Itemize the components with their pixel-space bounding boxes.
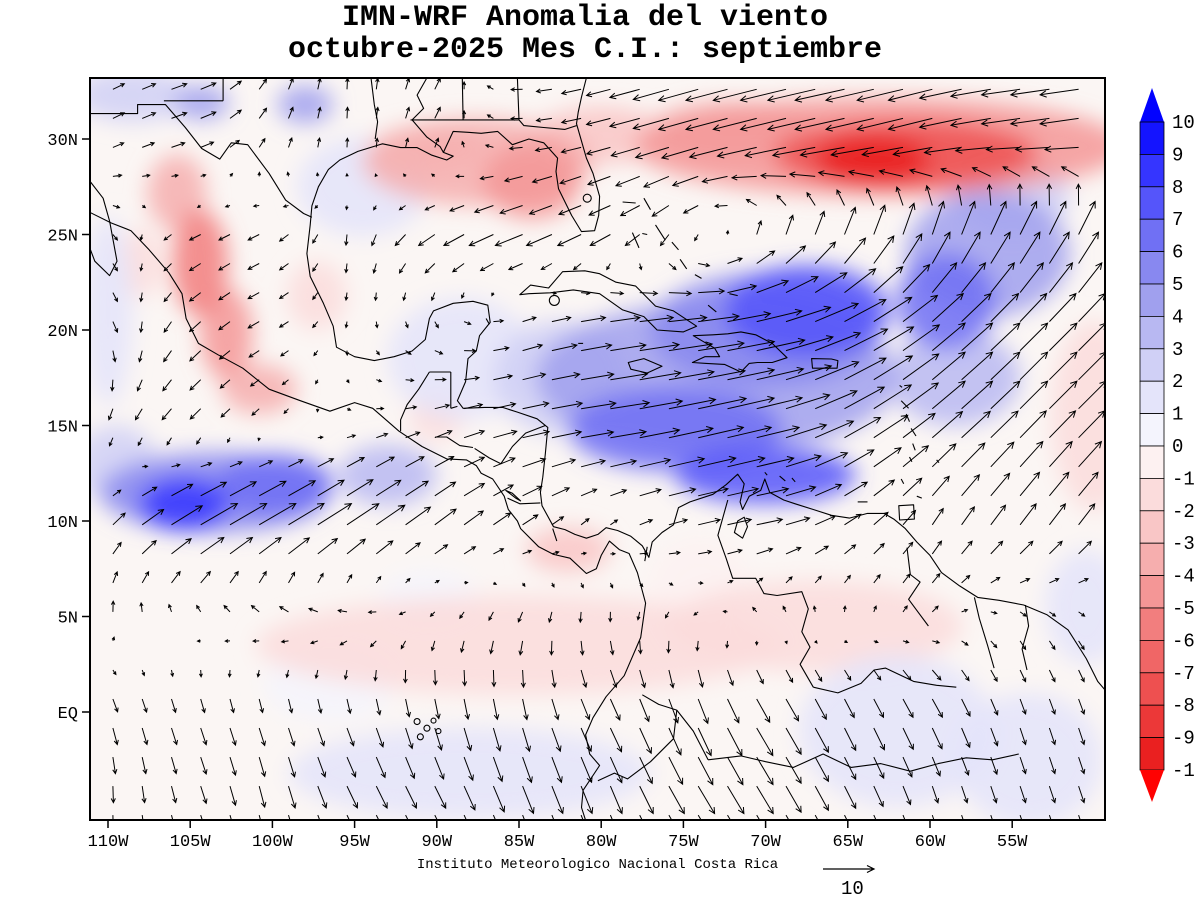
colorbar-label: 0 [1172, 436, 1183, 458]
colorbar-label: 4 [1172, 306, 1183, 328]
chart-title-line1: IMN-WRF Anomalia del viento [341, 1, 829, 35]
colorbar-segment [1139, 315, 1165, 350]
credit-text: Instituto Meteorologico Nacional Costa R… [416, 857, 779, 873]
axes: 110W 105W 100W 95W 90W 85W 80W 75W 70W 65W 60W 55W 3… [47, 132, 1028, 852]
x-tick-label: 70W [750, 833, 781, 852]
colorbar-label: -3 [1172, 533, 1195, 555]
x-tick-label: 90W [421, 833, 452, 852]
y-tick-label: 20N [47, 323, 78, 342]
reference-vector: 10 [823, 864, 876, 900]
x-tick-label: 80W [586, 833, 617, 852]
colorbar-segment [1139, 575, 1165, 609]
chart-title: IMN-WRF Anomalia del viento octubre-2025… [0, 2, 1170, 66]
y-tick-label: EQ [58, 705, 78, 724]
colorbar-segment [1139, 348, 1165, 382]
colorbar-label: -9 [1172, 728, 1195, 750]
colorbar-label: -6 [1172, 630, 1195, 652]
x-tick-label: 105W [170, 833, 212, 852]
colorbar-label: 10 [1172, 112, 1195, 134]
reference-arrow-icon [823, 864, 876, 874]
colorbar-top-arrow [1140, 88, 1164, 122]
wind-vectors [107, 78, 1105, 820]
y-tick-label: 25N [47, 228, 78, 247]
colorbar-bottom-arrow [1140, 770, 1164, 802]
y-tick-label: 5N [58, 610, 78, 629]
x-tick-label: 95W [339, 833, 370, 852]
x-tick-label: 85W [504, 833, 535, 852]
colorbar-label: 6 [1172, 242, 1183, 264]
colorbar-segment [1139, 153, 1165, 188]
y-tick-label: 10N [47, 514, 78, 533]
colorbar-label: -1 [1172, 468, 1195, 490]
colorbar-label: 5 [1172, 274, 1183, 296]
colorbar-label: -2 [1172, 501, 1195, 523]
colorbar-segment [1139, 477, 1165, 512]
y-tick-label: 30N [47, 132, 78, 151]
x-tick-label: 55W [997, 833, 1028, 852]
colorbar-segment [1139, 607, 1165, 641]
colorbar-label: 3 [1172, 339, 1183, 361]
x-tick-label: 75W [668, 833, 699, 852]
colorbar-segment [1139, 251, 1165, 285]
colorbar-segment [1139, 218, 1165, 252]
reference-vector-label: 10 [841, 878, 864, 900]
colorbar-label: 1 [1172, 404, 1183, 426]
colorbar-segment [1139, 737, 1165, 771]
colorbar-segment [1139, 380, 1165, 415]
colorbar-segment [1139, 510, 1165, 544]
x-tick-label: 100W [252, 833, 294, 852]
colorbar-segment [1139, 672, 1165, 706]
colorbar-label: -8 [1172, 695, 1195, 717]
colorbar-label: -5 [1172, 598, 1195, 620]
colorbar-segment [1139, 121, 1165, 155]
colorbar-segment [1139, 542, 1165, 577]
colorbar-label: 2 [1172, 371, 1183, 393]
x-tick-label: 110W [88, 833, 130, 852]
x-tick-label: 65W [832, 833, 863, 852]
colorbar-segment [1139, 640, 1165, 674]
colorbar-segment [1139, 283, 1165, 317]
colorbar-segment [1139, 704, 1165, 739]
colorbar-label: 8 [1172, 177, 1183, 199]
colorbar-label: -4 [1172, 566, 1195, 588]
map-border [89, 77, 1106, 821]
map-area [90, 78, 1105, 820]
colorbar-label: -7 [1172, 663, 1195, 685]
coastlines [90, 78, 1105, 820]
chart-title-line2: octubre-2025 Mes C.I.: septiembre [287, 33, 883, 67]
y-tick-label: 15N [47, 419, 78, 438]
colorbar-label: -1 [1172, 760, 1195, 782]
colorbar-segment [1139, 186, 1165, 220]
colorbar-segment [1139, 413, 1165, 447]
colorbar-label: 7 [1172, 209, 1183, 231]
colorbar-segment [1139, 445, 1165, 479]
colorbar-label: 9 [1172, 144, 1183, 166]
x-tick-label: 60W [915, 833, 946, 852]
